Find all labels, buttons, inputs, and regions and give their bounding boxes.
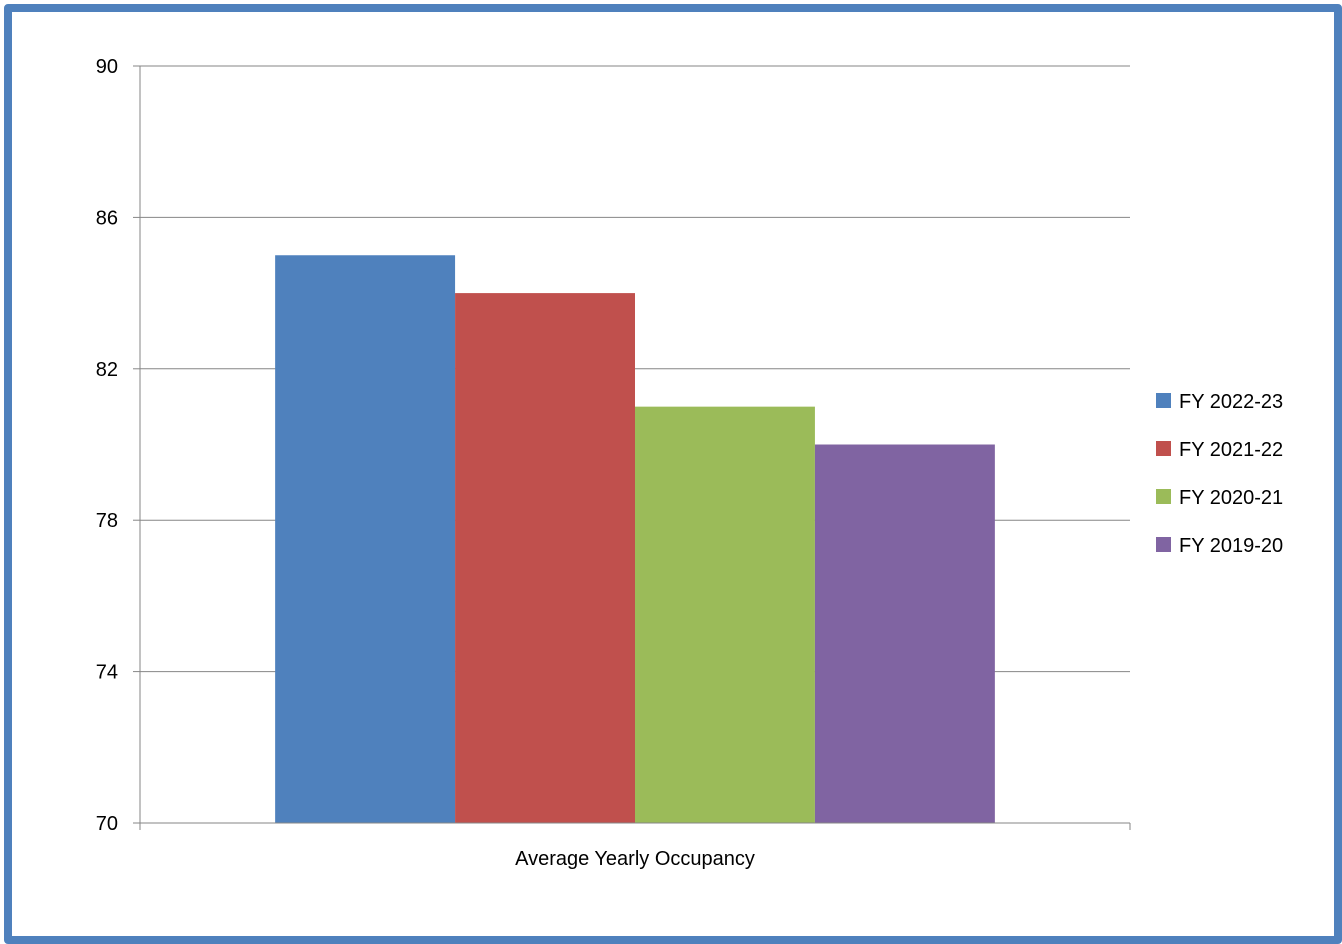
legend-label: FY 2020-21 bbox=[1179, 487, 1283, 509]
bar-fy-2019-20 bbox=[814, 444, 995, 823]
legend-swatch bbox=[1156, 393, 1171, 408]
y-tick-labels: 70 74 78 82 86 90 bbox=[96, 56, 140, 835]
legend-label: FY 2021-22 bbox=[1179, 439, 1283, 461]
legend-swatch bbox=[1156, 489, 1171, 504]
legend: FY 2022-23 FY 2021-22 FY 2020-21 FY 2019-20 bbox=[1156, 391, 1283, 557]
y-tick-label: 78 bbox=[96, 510, 118, 532]
y-tick-label: 90 bbox=[96, 56, 118, 78]
axes bbox=[139, 66, 1131, 830]
x-category-label: Average Yearly Occupancy bbox=[515, 848, 755, 870]
bar-fy-2020-21 bbox=[635, 406, 815, 823]
legend-label: FY 2019-20 bbox=[1179, 535, 1283, 557]
bar-fy-2021-22 bbox=[455, 293, 635, 824]
bar-fy-2022-23 bbox=[275, 255, 456, 823]
y-tick-label: 82 bbox=[96, 359, 118, 381]
legend-swatch bbox=[1156, 441, 1171, 456]
y-tick-label: 86 bbox=[96, 207, 118, 229]
x-category-labels: Average Yearly Occupancy bbox=[515, 848, 755, 870]
y-tick-label: 70 bbox=[96, 813, 118, 835]
bars bbox=[275, 255, 995, 824]
y-tick-label: 74 bbox=[96, 662, 118, 684]
legend-swatch bbox=[1156, 537, 1171, 552]
legend-label: FY 2022-23 bbox=[1179, 391, 1283, 413]
